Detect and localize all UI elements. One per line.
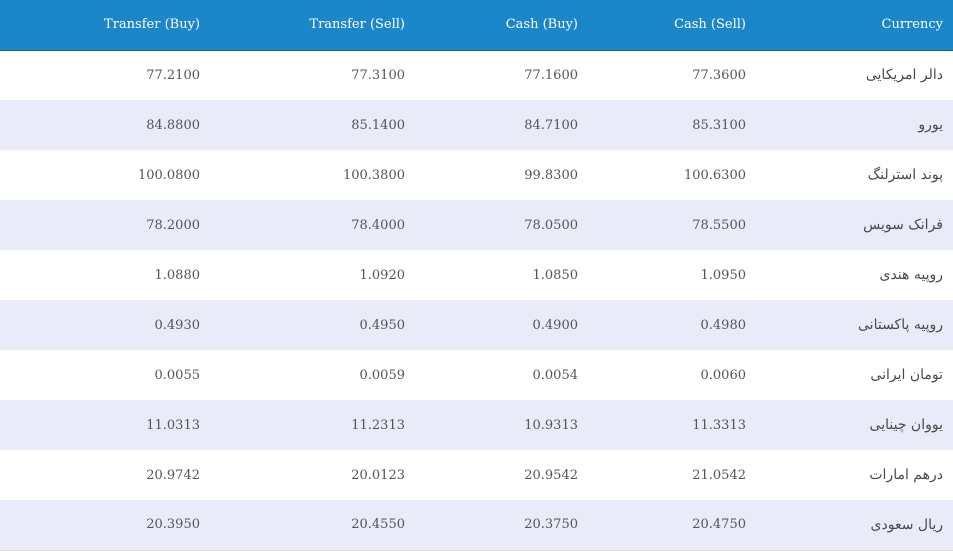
header-currency[interactable]: Currency [746, 0, 953, 51]
cell-currency: دالر امریکایی [865, 67, 943, 84]
cell-cash-sell: 21.0542 [692, 467, 746, 483]
cell-cash-sell: 1.0950 [700, 267, 747, 283]
table-row: 20.9742 20.0123 20.9542 21.0542 درهم امارات [0, 450, 953, 500]
cell-transfer-buy: 1.0880 [154, 267, 201, 283]
table-row: 20.3950 20.4550 20.3750 20.4750 ریال سعودی [0, 500, 953, 551]
table-row: 0.4930 0.4950 0.4900 0.4980 روپیه پاکستانی [0, 300, 953, 350]
cell-transfer-buy: 0.4930 [154, 317, 201, 333]
cell-cash-buy: 20.9542 [524, 467, 578, 483]
cell-transfer-sell: 11.2313 [351, 417, 405, 433]
cell-cash-buy: 1.0850 [532, 267, 579, 283]
cell-transfer-buy: 100.0800 [137, 167, 200, 183]
cell-cash-sell: 85.3100 [692, 117, 746, 133]
cell-currency: فرانک سویس [863, 217, 943, 233]
cell-cash-sell: 100.6300 [683, 167, 746, 183]
cell-cash-sell: 20.4750 [578, 500, 746, 551]
cell-currency: پوند استرلنگ [867, 167, 943, 183]
header-row: Transfer (Buy) Transfer (Sell) Cash (Buy… [0, 0, 953, 51]
cell-transfer-sell: 85.1400 [351, 117, 405, 133]
cell-transfer-buy: 20.3950 [0, 500, 200, 551]
cell-cash-buy: 0.4900 [532, 317, 579, 333]
cell-cash-sell: 0.0060 [700, 367, 747, 383]
cell-transfer-buy: 77.2100 [146, 67, 200, 83]
cell-transfer-buy: 78.2000 [146, 217, 200, 233]
cell-cash-buy: 10.9313 [524, 417, 578, 433]
cell-currency: یورو [918, 117, 943, 133]
cell-cash-buy: 77.1600 [524, 67, 578, 83]
table-row: 78.2000 78.4000 78.0500 78.5500 فرانک سویس [0, 200, 953, 250]
header-transfer-sell[interactable]: Transfer (Sell) [200, 0, 405, 51]
cell-transfer-sell: 20.4550 [200, 500, 405, 551]
table-row: 1.0880 1.0920 1.0850 1.0950 روپیه هندی [0, 250, 953, 300]
cell-transfer-sell: 0.0059 [359, 367, 406, 383]
table-row: 0.0055 0.0059 0.0054 0.0060 تومان ایرانی [0, 350, 953, 400]
cell-cash-buy: 0.0054 [532, 367, 579, 383]
cell-currency: یووان چینایی [869, 417, 943, 433]
cell-transfer-sell: 77.3100 [351, 67, 405, 83]
header-cash-sell[interactable]: Cash (Sell) [578, 0, 746, 51]
cell-transfer-sell: 1.0920 [359, 267, 406, 283]
cell-transfer-buy: 0.0055 [154, 367, 201, 383]
header-transfer-buy[interactable]: Transfer (Buy) [0, 0, 200, 51]
cell-transfer-sell: 78.4000 [351, 217, 405, 233]
cell-transfer-buy: 11.0313 [146, 417, 200, 433]
cell-transfer-sell: 100.3800 [342, 167, 405, 183]
table-body: 77.2100 77.3100 77.1600 77.3600 دالر امریکای… [0, 50, 953, 551]
cell-cash-sell: 77.3600 [692, 67, 746, 83]
cell-currency: روپیه پاکستانی [858, 317, 943, 333]
cell-transfer-buy: 20.9742 [146, 467, 200, 483]
table-row: 77.2100 77.3100 77.1600 77.3600 دالر امریکای… [0, 50, 953, 100]
cell-currency: ریال سعودی [746, 500, 953, 551]
cell-cash-sell: 78.5500 [692, 217, 746, 233]
cell-currency: روپیه هندی [879, 267, 943, 283]
table-header: Transfer (Buy) Transfer (Sell) Cash (Buy… [0, 0, 953, 51]
table-row: 84.8800 85.1400 84.7100 85.3100 یورو [0, 100, 953, 150]
cell-transfer-buy: 84.8800 [146, 117, 200, 133]
cell-cash-sell: 11.3313 [692, 417, 746, 433]
table-row: 11.0313 11.2313 10.9313 11.3313 یووان چینایی [0, 400, 953, 450]
cell-currency: درهم امارات [869, 467, 943, 483]
cell-cash-buy: 99.8300 [524, 167, 578, 183]
cell-transfer-sell: 20.0123 [351, 467, 405, 483]
table-row: 100.0800 100.3800 99.8300 100.6300 پوند استر… [0, 150, 953, 200]
cell-transfer-sell: 0.4950 [359, 317, 406, 333]
cell-cash-sell: 0.4980 [700, 317, 747, 333]
cell-cash-buy: 78.0500 [524, 217, 578, 233]
cell-cash-buy: 20.3750 [405, 500, 578, 551]
header-cash-buy[interactable]: Cash (Buy) [405, 0, 578, 51]
cell-currency: تومان ایرانی [870, 367, 943, 383]
cell-cash-buy: 84.7100 [524, 117, 578, 133]
